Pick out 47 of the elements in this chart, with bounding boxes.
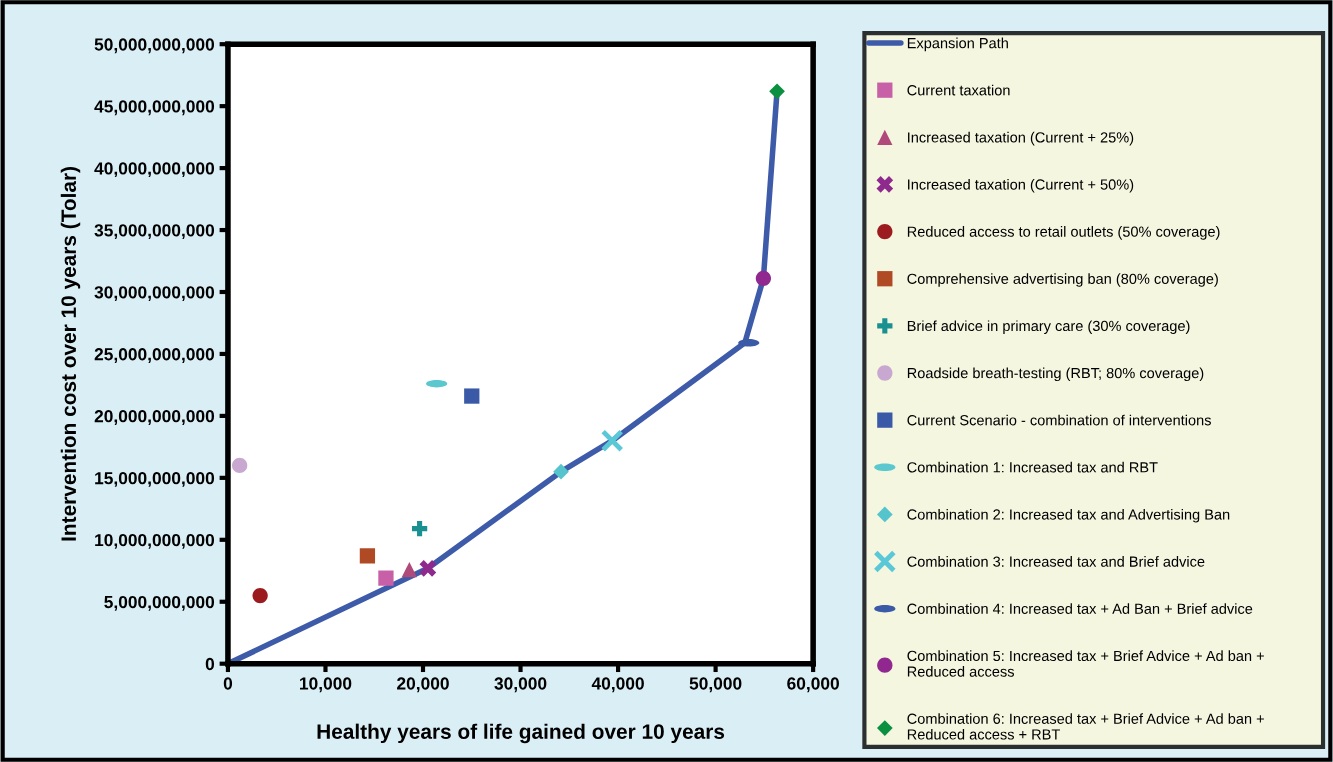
point <box>464 388 480 404</box>
y-tick-label: 40,000,000,000 <box>94 162 215 178</box>
point <box>252 587 268 604</box>
legend-label: Reduced access to retail outlets (50% coverage) <box>907 226 1220 240</box>
legend-label: Combination 2: Increased tax and Advertising Ban <box>907 508 1230 523</box>
point <box>378 570 394 586</box>
y-tick-label: 0 <box>205 657 215 671</box>
legend-label: Increased taxation (Current + 50%) <box>908 178 1134 193</box>
legend-label: Increased taxation (Current + 25%) <box>908 131 1134 146</box>
legend-label: Current taxation <box>907 84 1010 96</box>
y-tick-label: 45,000,000,000 <box>94 100 215 116</box>
legend-label: Brief advice in primary care (30% coverage) <box>907 320 1190 334</box>
point <box>419 559 437 577</box>
point <box>359 548 376 564</box>
x-tick-label: 0 <box>223 677 233 690</box>
point <box>769 83 785 100</box>
point <box>553 463 569 480</box>
y-tick-label: 15,000,000,000 <box>95 472 215 487</box>
y-axis-title: Intervention cost over 10 years (Tolar) <box>60 167 81 541</box>
x-tick-label: 60,000 <box>787 677 839 693</box>
x-tick-label: 40,000 <box>591 677 644 693</box>
legend-label: Expansion Path <box>907 37 1008 52</box>
x-tick-label: 10,000 <box>300 677 352 693</box>
legend-label: Current Scenario - combination of interventions <box>907 414 1211 426</box>
x-axis-title: Healthy years of life gained over 10 years <box>317 723 725 744</box>
y-tick-label: 25,000,000,000 <box>94 348 215 363</box>
point <box>232 457 248 474</box>
point <box>411 521 428 537</box>
x-tick-label: 30,000 <box>494 677 547 693</box>
legend-label: Combination 1: Increased tax and RBT <box>907 461 1158 473</box>
legend-label: Comprehensive advertising ban (80% coverage) <box>907 273 1218 287</box>
x-tick-label: 50,000 <box>689 677 742 693</box>
point <box>755 270 772 287</box>
legend-label: Combination 6: Increased tax + Brief Advice + Ad ban + Reduced access + RBT <box>907 713 1264 740</box>
point <box>600 429 624 453</box>
y-tick-label: 5,000,000,000 <box>104 595 215 611</box>
x-tick-label: 20,000 <box>397 677 449 693</box>
y-tick-label: 10,000,000,000 <box>95 533 215 549</box>
y-tick-label: 35,000,000,000 <box>94 224 215 240</box>
point <box>401 561 417 578</box>
y-tick-label: 50,000,000,000 <box>94 38 215 54</box>
y-tick-label: 20,000,000,000 <box>94 410 215 425</box>
y-tick-label: 30,000,000,000 <box>94 286 215 301</box>
legend-label: Combination 5: Increased tax + Brief Advice + Ad ban + Reduced access <box>907 650 1264 677</box>
legend-label: Combination 3: Increased tax and Brief advice <box>907 556 1205 567</box>
legend-label: Combination 4: Increased tax + Ad Ban + Brief advice <box>907 603 1253 614</box>
legend-label: Roadside breath-testing (RBT; 80% coverage) <box>907 367 1204 382</box>
